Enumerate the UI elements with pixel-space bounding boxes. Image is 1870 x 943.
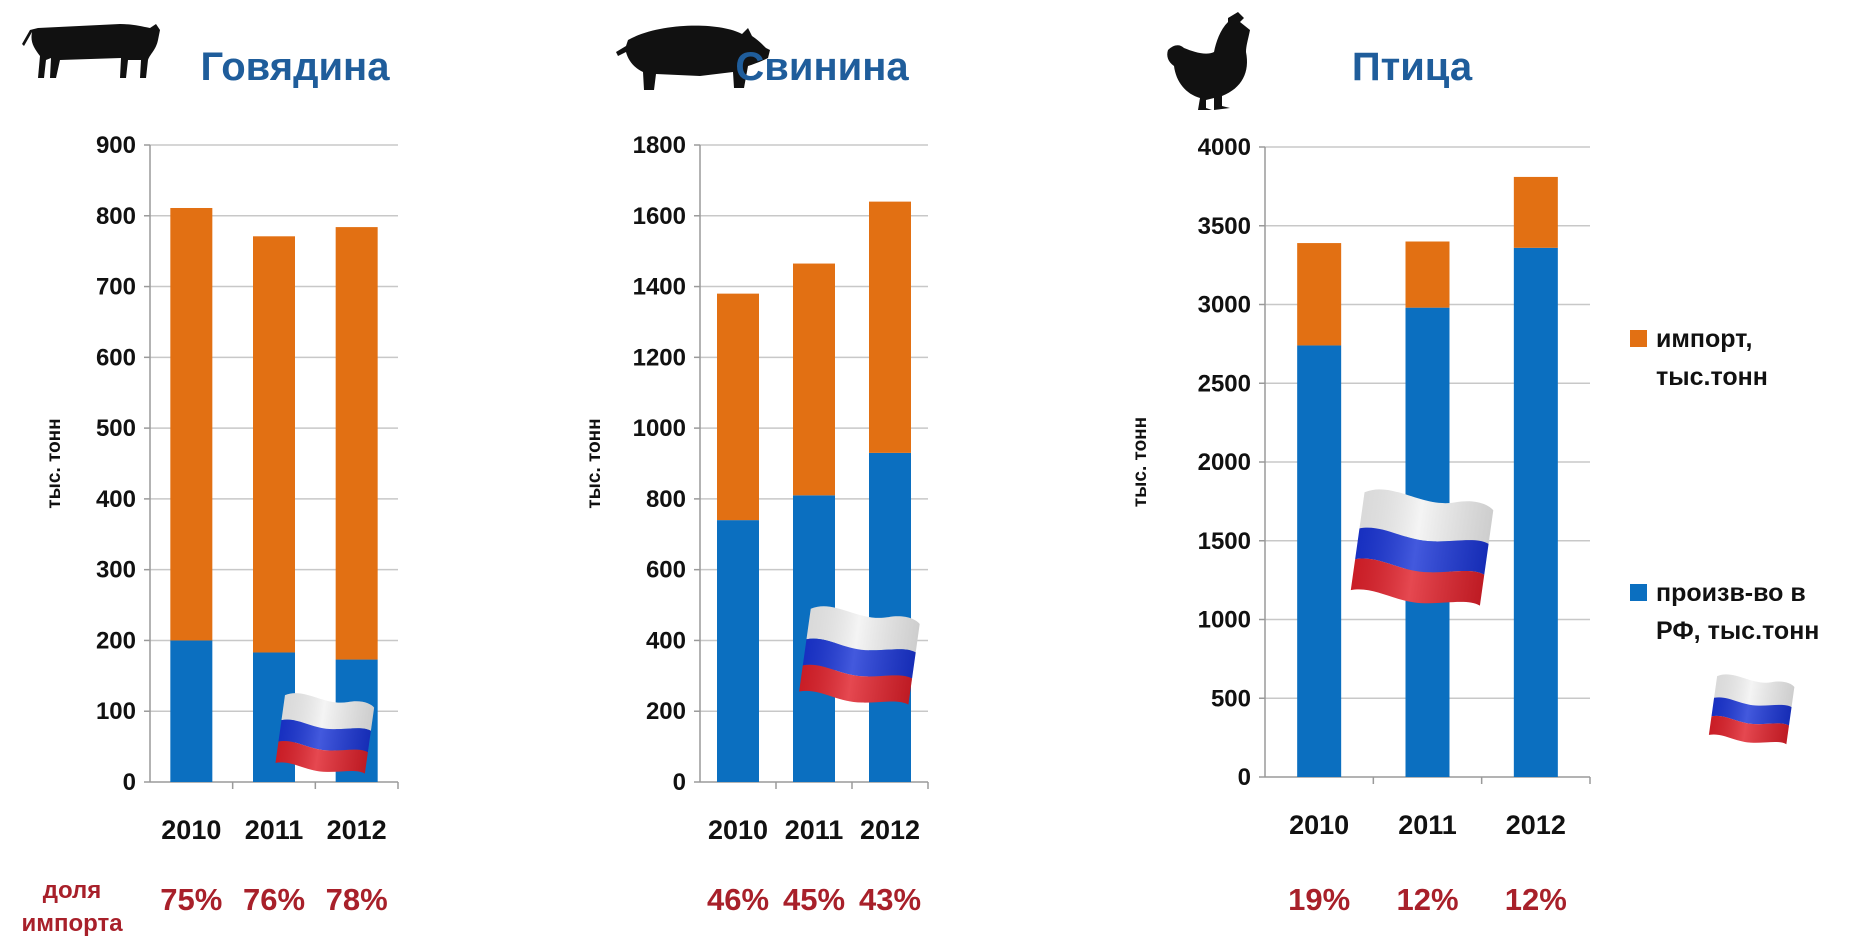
y-tick-label: 2500	[1198, 370, 1251, 397]
x-tick-label: 2012	[860, 815, 920, 845]
import-share-value: 75%	[160, 882, 222, 917]
bar-production-2010	[170, 640, 213, 782]
x-tick-label: 2011	[785, 815, 844, 845]
y-tick-label: 0	[1238, 764, 1251, 791]
y-axis-label: тыс. тонн	[584, 418, 605, 508]
x-tick-label: 2010	[708, 815, 768, 845]
import-share-value: 43%	[859, 882, 921, 917]
x-tick-label: 2011	[1398, 810, 1457, 840]
import-share-value: 46%	[707, 882, 769, 917]
bar-production-2012	[1513, 247, 1558, 778]
bar-import-2010	[1297, 243, 1342, 346]
chart-title: Птица	[1352, 45, 1473, 89]
bar-import-2012	[1513, 176, 1558, 248]
bar-import-2011	[253, 236, 295, 653]
import-share-value: 19%	[1288, 882, 1350, 917]
chart-2: Свинина 0 200 400 600 800 1000 1200 1400 1600 1800…	[584, 45, 929, 917]
import-share-value: 78%	[326, 882, 388, 917]
import-share-label: доля импорта	[21, 877, 123, 937]
import-share-label-line: доля	[43, 877, 102, 904]
y-tick-label: 0	[123, 769, 136, 796]
y-tick-label: 400	[96, 486, 136, 513]
y-tick-label: 1200	[633, 344, 686, 371]
y-axis-label: тыс. тонн	[1130, 417, 1151, 507]
y-tick-label: 100	[96, 698, 136, 725]
legend-swatch-import	[1630, 330, 1647, 347]
import-share-value: 12%	[1396, 882, 1458, 917]
bar-import-2010	[717, 293, 759, 521]
y-tick-label: 1500	[1198, 528, 1251, 555]
chart-title: Свинина	[735, 45, 909, 89]
import-share-value: 12%	[1505, 882, 1567, 917]
pig-icon	[616, 25, 770, 91]
y-tick-label: 200	[96, 627, 136, 654]
import-share-value: 76%	[243, 882, 305, 917]
bar-import-2012	[335, 227, 378, 660]
bar-import-2011	[1405, 241, 1450, 308]
legend-swatch-production	[1630, 584, 1647, 601]
russia-flag-icon	[1708, 672, 1795, 748]
y-tick-label: 700	[96, 274, 136, 301]
y-tick-label: 800	[646, 486, 686, 513]
bar-production-2010	[717, 520, 759, 782]
y-tick-label: 800	[96, 203, 136, 230]
y-tick-label: 2000	[1198, 449, 1251, 476]
y-tick-label: 1600	[633, 203, 686, 230]
x-tick-label: 2012	[327, 815, 387, 845]
cow-icon	[22, 24, 160, 78]
y-tick-label: 600	[96, 344, 136, 371]
y-tick-label: 300	[96, 557, 136, 584]
y-axis-label: тыс. тонн	[44, 418, 65, 508]
y-tick-label: 4000	[1198, 134, 1251, 161]
y-tick-label: 200	[646, 698, 686, 725]
x-tick-label: 2012	[1506, 810, 1566, 840]
legend-label-production: произв-во в	[1656, 579, 1806, 607]
y-tick-label: 400	[646, 627, 686, 654]
legend: импорт, тыс.тонн произв-во в РФ, тыс.тонн	[1630, 325, 1819, 748]
y-tick-label: 1400	[633, 274, 686, 301]
import-share-label-line: импорта	[21, 910, 123, 937]
y-tick-label: 3000	[1198, 292, 1251, 319]
chart-3: Птица 0 500 1000 1500 2000 2500 3000 3500 4000 тыс…	[1130, 45, 1591, 917]
chart-title: Говядина	[201, 45, 391, 89]
legend-label-import: тыс.тонн	[1656, 363, 1768, 391]
y-tick-label: 500	[96, 415, 136, 442]
chicken-icon	[1167, 12, 1250, 110]
x-tick-label: 2010	[161, 815, 221, 845]
bar-import-2012	[869, 201, 911, 453]
y-tick-label: 900	[96, 132, 136, 159]
y-tick-label: 3500	[1198, 213, 1251, 240]
legend-label-import: импорт,	[1656, 325, 1752, 353]
import-share-value: 45%	[783, 882, 845, 917]
y-tick-label: 600	[646, 557, 686, 584]
bar-import-2010	[170, 207, 213, 641]
y-tick-label: 1000	[1198, 607, 1251, 634]
x-tick-label: 2010	[1289, 810, 1349, 840]
y-tick-label: 0	[673, 769, 686, 796]
bar-import-2011	[793, 263, 835, 496]
x-tick-label: 2011	[245, 815, 304, 845]
y-tick-label: 1800	[633, 132, 686, 159]
russia-flag-icon	[1350, 486, 1495, 612]
y-tick-label: 1000	[633, 415, 686, 442]
chart-1: Говядина 0 100 200 300 400 500 600 700 800 900 тыс.…	[44, 45, 399, 917]
y-tick-label: 500	[1211, 685, 1251, 712]
bar-production-2010	[1297, 345, 1342, 777]
legend-label-production: РФ, тыс.тонн	[1656, 617, 1819, 645]
